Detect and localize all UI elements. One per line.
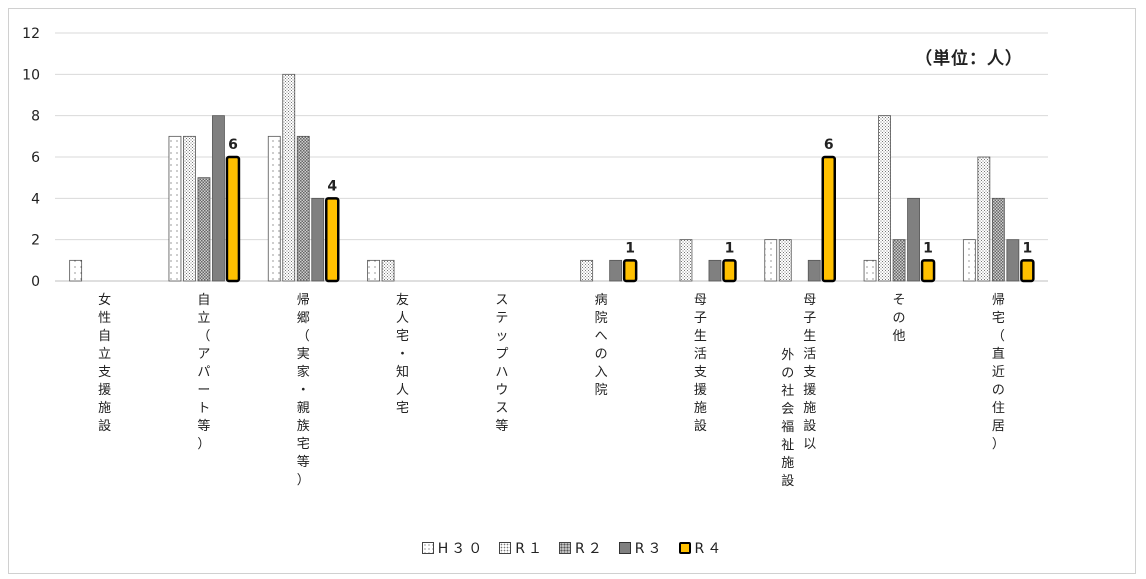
bar-r4-1	[225, 155, 241, 283]
chart-frame	[8, 8, 1136, 574]
bar-r4-6	[722, 259, 737, 283]
legend-item: R１	[499, 538, 545, 558]
data-label: 6	[228, 137, 238, 153]
legend-item: R２	[559, 538, 605, 558]
y-tick-label: 2	[31, 233, 40, 249]
x-tick-label: 友人宅・知人宅	[396, 293, 410, 416]
bar-r1-6	[679, 239, 693, 282]
bar-r3-9	[1006, 239, 1020, 282]
bar-h30-0	[69, 259, 83, 282]
data-label: 4	[327, 178, 337, 194]
legend-swatch	[618, 542, 631, 554]
bar-r4-9	[1020, 259, 1035, 283]
bar-r3-8	[907, 197, 920, 282]
bar-r1-5	[580, 259, 594, 282]
legend-label: R１	[515, 541, 546, 557]
bar-r4-5	[622, 259, 638, 283]
legend-item: R３	[618, 538, 665, 558]
bar-h30-7	[764, 239, 778, 282]
x-tick-label: ステップハウス等	[495, 293, 509, 434]
bar-r3-5	[609, 259, 623, 282]
x-tick-label: 帰宅（直近の住居）	[991, 293, 1005, 452]
bar-r3-7	[807, 259, 821, 282]
legend-item: R４	[678, 538, 725, 558]
bars	[69, 73, 1035, 283]
data-label: 6	[824, 137, 834, 153]
y-tick-label: 4	[31, 191, 40, 207]
y-tick-label: 10	[22, 67, 40, 83]
legend-swatch	[499, 542, 512, 554]
x-tick-label: 母子生活支援施設以	[803, 293, 817, 452]
data-label: 1	[725, 240, 735, 256]
bar-h30-9	[962, 239, 976, 282]
bar-h30-8	[863, 259, 877, 282]
data-labels: 641 161 1	[228, 137, 1032, 256]
legend-label: R２	[575, 541, 605, 557]
x-tick-label: 帰郷（実家・親族宅等）	[296, 293, 310, 488]
bar-r1-9	[977, 156, 991, 282]
bar-r1-7	[778, 239, 792, 282]
bar-r3-2	[311, 197, 325, 282]
bar-r2-8	[892, 239, 906, 282]
data-label: 1	[923, 240, 933, 256]
bar-r4-2	[325, 197, 340, 283]
x-tick-label: 女性自立支援施設	[98, 293, 112, 434]
y-tick-label: 6	[31, 150, 40, 166]
unit-label: （単位：人）	[915, 49, 1023, 69]
bar-r2-2	[296, 135, 310, 282]
bar-r1-2	[282, 73, 296, 282]
legend: H３０ R１ R２ R３ R４	[0, 538, 1146, 558]
y-tick-label: 0	[31, 274, 40, 290]
x-tick-label: その他	[892, 293, 906, 344]
bar-r3-6	[708, 259, 722, 282]
bar-h30-1	[168, 135, 182, 282]
legend-label: H３０	[437, 541, 486, 557]
bar-h30-2	[267, 135, 281, 282]
x-tick-label: 病院への入院	[594, 293, 608, 398]
legend-label: R４	[694, 541, 725, 557]
legend-swatch	[421, 542, 434, 554]
y-tick-label: 8	[31, 109, 40, 125]
bar-r4-7	[821, 155, 836, 283]
bar-r1-3	[381, 259, 395, 282]
bar-r3-1	[212, 115, 225, 282]
x-tick-label: 母子生活支援施設	[693, 293, 707, 434]
bar-r2-9	[991, 197, 1005, 282]
x-tick-label: 自立（アパート等）	[197, 293, 211, 452]
legend-label: R３	[634, 541, 665, 557]
bar-r1-1	[183, 135, 196, 282]
y-axis-ticks: 0 2 4 6 8 10 12	[22, 26, 40, 290]
y-tick-label: 12	[22, 26, 40, 42]
legend-swatch	[678, 542, 691, 554]
bar-h30-3	[367, 259, 380, 282]
x-tick-label: 外の社会福祉施設	[781, 348, 795, 489]
bar-r1-8	[878, 115, 891, 282]
legend-item: H３０	[421, 538, 486, 558]
bar-r2-1	[197, 177, 211, 282]
bar-r4-8	[920, 259, 936, 283]
data-label: 1	[625, 240, 635, 256]
data-label: 1	[1022, 240, 1032, 256]
legend-swatch	[559, 542, 572, 554]
